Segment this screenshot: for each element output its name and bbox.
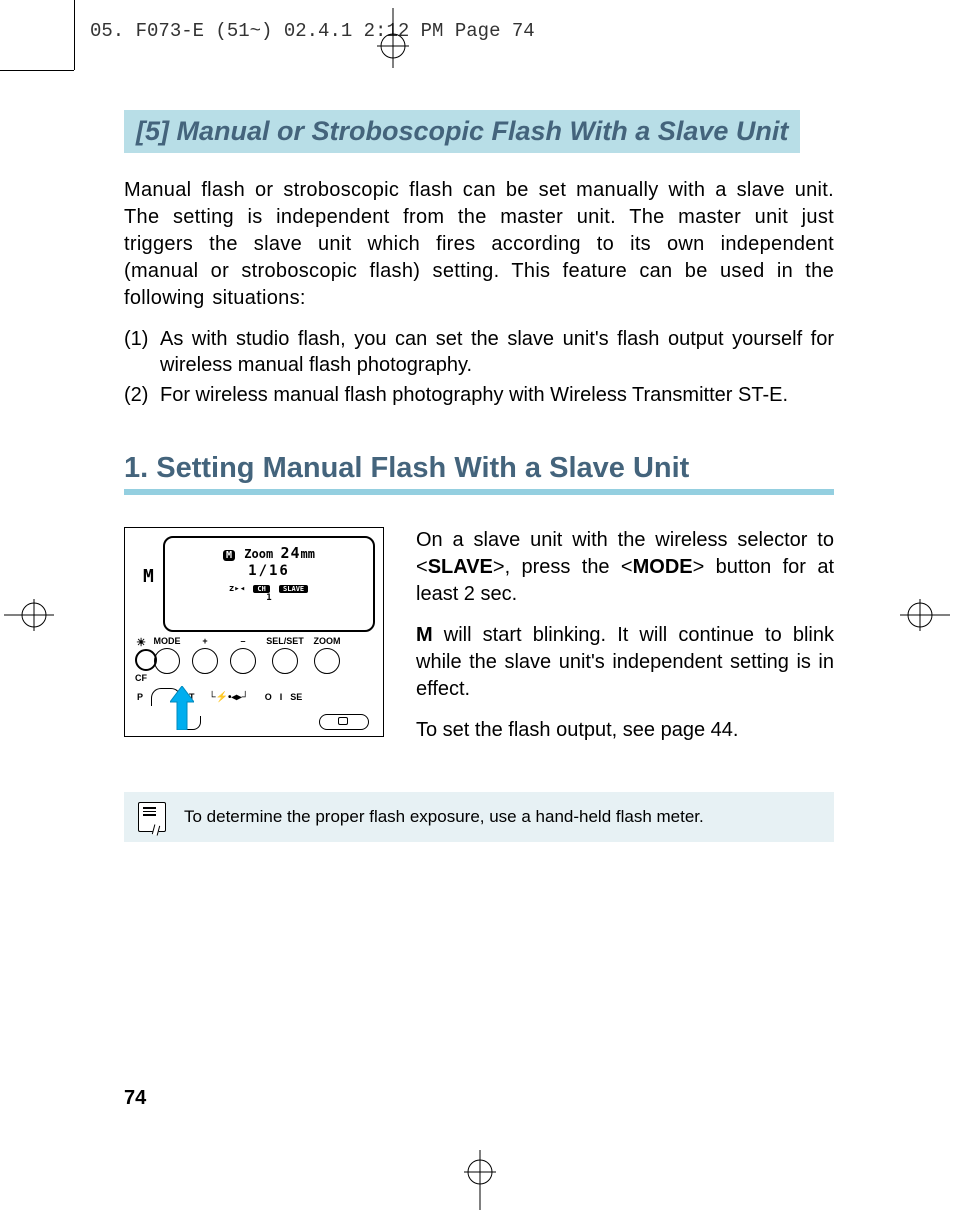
power-switch — [319, 714, 369, 730]
instruction-columns: M M Zoom 24mm 1/16 z▸◂ CH SLAVE 1 ☀ — [124, 527, 834, 758]
crop-line-horizontal — [0, 70, 74, 71]
registration-mark-left — [4, 595, 54, 635]
minus-button — [230, 648, 256, 674]
mode-button — [154, 648, 180, 674]
plus-label: + — [202, 636, 207, 648]
note-text: To determine the proper flash exposure, … — [184, 807, 704, 827]
section-underline — [124, 489, 834, 495]
slave-badge-icon: SLAVE — [279, 585, 308, 593]
zoom-label: ZOOM — [314, 636, 341, 648]
arrow-up-icon — [170, 686, 194, 730]
list-item: (1) As with studio flash, you can set th… — [124, 326, 834, 378]
lcd-row-zoom: M Zoom 24mm — [175, 544, 363, 562]
mode-label: MODE — [154, 636, 181, 648]
pilot-label-left: P — [137, 692, 143, 702]
ch-badge-icon: CH — [253, 585, 269, 593]
lcd-mode-m-icon: M — [143, 566, 154, 587]
plus-button — [192, 648, 218, 674]
minus-label: – — [240, 636, 245, 648]
instruction-p1: On a slave unit with the wireless select… — [416, 527, 834, 608]
imposition-header: 05. F073-E (51~) 02.4.1 2:12 PM Page 74 — [90, 20, 535, 42]
registration-mark-top — [373, 8, 413, 68]
button-row: ☀ CF MODE + – SEL/SET — [135, 636, 375, 683]
lcd-zoom-unit: mm — [301, 547, 315, 561]
list-number: (2) — [124, 382, 160, 408]
lcd-zoom-value: 24 — [280, 544, 300, 562]
cf-label: CF — [135, 673, 147, 683]
chapter-title: [5] Manual or Stroboscopic Flash With a … — [124, 110, 800, 153]
list-text: As with studio flash, you can set the sl… — [160, 326, 834, 378]
lcd-m-badge-icon: M — [223, 550, 235, 561]
list-text: For wireless manual flash photography wi… — [160, 382, 834, 408]
list-item: (2) For wireless manual flash photograph… — [124, 382, 834, 408]
note-icon — [138, 802, 166, 832]
switch-off-label: O — [265, 692, 272, 702]
switch-se-label: SE — [290, 692, 302, 702]
instruction-text: On a slave unit with the wireless select… — [416, 527, 834, 758]
device-lcd: M M Zoom 24mm 1/16 z▸◂ CH SLAVE 1 — [163, 536, 375, 632]
device-illustration: M M Zoom 24mm 1/16 z▸◂ CH SLAVE 1 ☀ — [124, 527, 384, 737]
page-number: 74 — [124, 1087, 146, 1110]
note-band: To determine the proper flash exposure, … — [124, 792, 834, 842]
mode-keyword: MODE — [633, 556, 693, 578]
registration-mark-bottom — [460, 1150, 500, 1210]
zoom-button — [314, 648, 340, 674]
instruction-p2: M will start blinking. It will continue … — [416, 622, 834, 703]
m-keyword: M — [416, 624, 433, 646]
section-title: 1. Setting Manual Flash With a Slave Uni… — [124, 452, 834, 485]
selset-label: SEL/SET — [266, 636, 304, 648]
lcd-row-ratio: 1/16 — [175, 563, 363, 579]
lcd-row-badges: z▸◂ CH SLAVE — [175, 580, 363, 594]
lcd-zoom-label: Zoom — [244, 547, 273, 561]
selset-button — [272, 648, 298, 674]
switch-on-label: I — [280, 692, 283, 702]
registration-mark-right — [900, 595, 950, 635]
intro-paragraph: Manual flash or stroboscopic flash can b… — [124, 177, 834, 312]
list-number: (1) — [124, 326, 160, 378]
page-content: [5] Manual or Stroboscopic Flash With a … — [124, 110, 834, 842]
numbered-list: (1) As with studio flash, you can set th… — [124, 326, 834, 408]
instruction-p3: To set the flash output, see page 44. — [416, 717, 834, 744]
crop-line-vertical — [74, 0, 75, 70]
lcd-channel-num: 1 — [175, 593, 363, 603]
slave-keyword: SLAVE — [428, 556, 493, 578]
